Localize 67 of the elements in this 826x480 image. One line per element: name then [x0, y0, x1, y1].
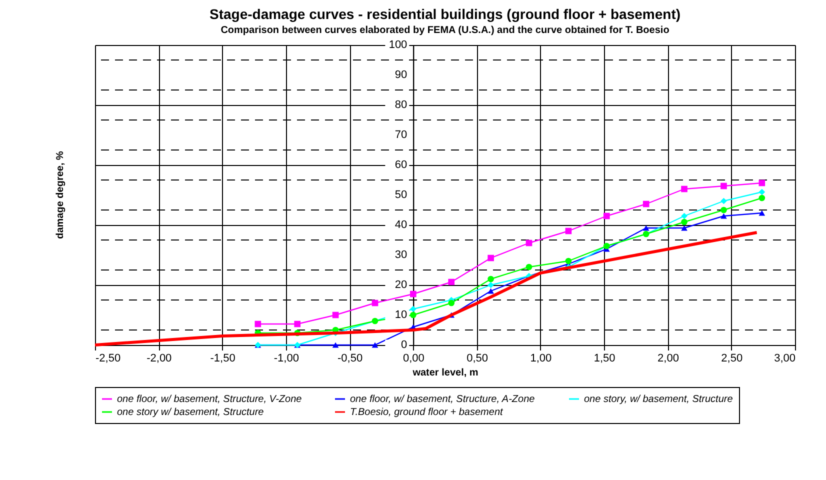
legend-label: one story, w/ basement, Structure: [584, 394, 734, 405]
y-tick-label: 40: [394, 219, 408, 231]
point: [448, 300, 455, 306]
chart-subtitle: Comparison between curves elaborated by FEMA (U.S.A.) and the curve obtained for T. Boesio: [220, 25, 670, 36]
legend-label: one floor, w/ basement, Structure, V-Zone: [117, 394, 302, 405]
point: [603, 212, 610, 220]
point: [254, 320, 262, 328]
x-tick-label: -1,00: [274, 352, 299, 364]
point: [681, 212, 688, 220]
point: [642, 200, 650, 208]
point: [410, 312, 416, 318]
y-tick-label: 10: [394, 309, 408, 321]
y-tick-label: 60: [394, 159, 408, 171]
point: [410, 306, 416, 312]
x-axis-title: water level, m: [412, 368, 478, 378]
y-axis-title: damage degree, %: [55, 150, 66, 239]
x-tick-label: 2,00: [658, 352, 679, 364]
x-tick-label: 2,50: [721, 352, 743, 364]
y-tick-label: 80: [394, 99, 408, 111]
point: [294, 320, 301, 328]
y-tick-label: 90: [394, 69, 408, 81]
point: [488, 288, 494, 294]
point: [332, 312, 339, 318]
point: [758, 210, 766, 216]
line-series: [94, 231, 758, 346]
point: [372, 300, 378, 306]
x-tick-label: -0,50: [338, 352, 363, 364]
x-tick-label: 0,00: [402, 352, 424, 364]
point: [720, 182, 727, 190]
point: [372, 342, 378, 348]
y-tick-label: 70: [394, 129, 408, 141]
x-tick-label: -2,50: [96, 352, 121, 364]
point: [565, 258, 572, 264]
y-tick-label: 30: [394, 249, 408, 261]
point: [448, 278, 455, 286]
x-tick-label: 1,50: [594, 352, 616, 364]
point: [758, 194, 766, 202]
point: [526, 264, 532, 270]
legend-label: T.Boesio, ground floor + basement: [350, 407, 504, 418]
x-tick-label: 1,00: [530, 352, 552, 364]
point: [681, 225, 688, 231]
x-tick-label: 3,00: [774, 352, 796, 364]
x-tick-label: -1,50: [210, 352, 236, 364]
point: [720, 198, 727, 204]
point: [758, 188, 766, 196]
point: [642, 225, 650, 231]
point: [488, 276, 494, 282]
point: [720, 213, 727, 219]
y-tick-label: 0: [401, 339, 408, 351]
point: [488, 282, 494, 288]
legend-label: one floor, w/ basement, Structure, A-Zone: [350, 394, 536, 405]
point: [410, 290, 416, 298]
y-tick-label: 100: [388, 39, 408, 51]
x-tick-label: 0,50: [466, 352, 488, 364]
point: [332, 342, 339, 348]
chart-title: Stage-damage curves - residential buildings (ground floor + basement): [209, 6, 681, 22]
point: [526, 240, 532, 246]
point: [681, 218, 688, 226]
x-tick-label: -2,00: [146, 352, 172, 364]
point: [758, 180, 766, 186]
point: [681, 186, 688, 192]
y-tick-label: 50: [394, 189, 408, 201]
point: [488, 254, 494, 262]
y-tick-label: 20: [394, 279, 408, 291]
point: [565, 228, 572, 234]
point: [720, 206, 727, 214]
legend-label: one story w/ basement, Structure: [117, 407, 264, 418]
